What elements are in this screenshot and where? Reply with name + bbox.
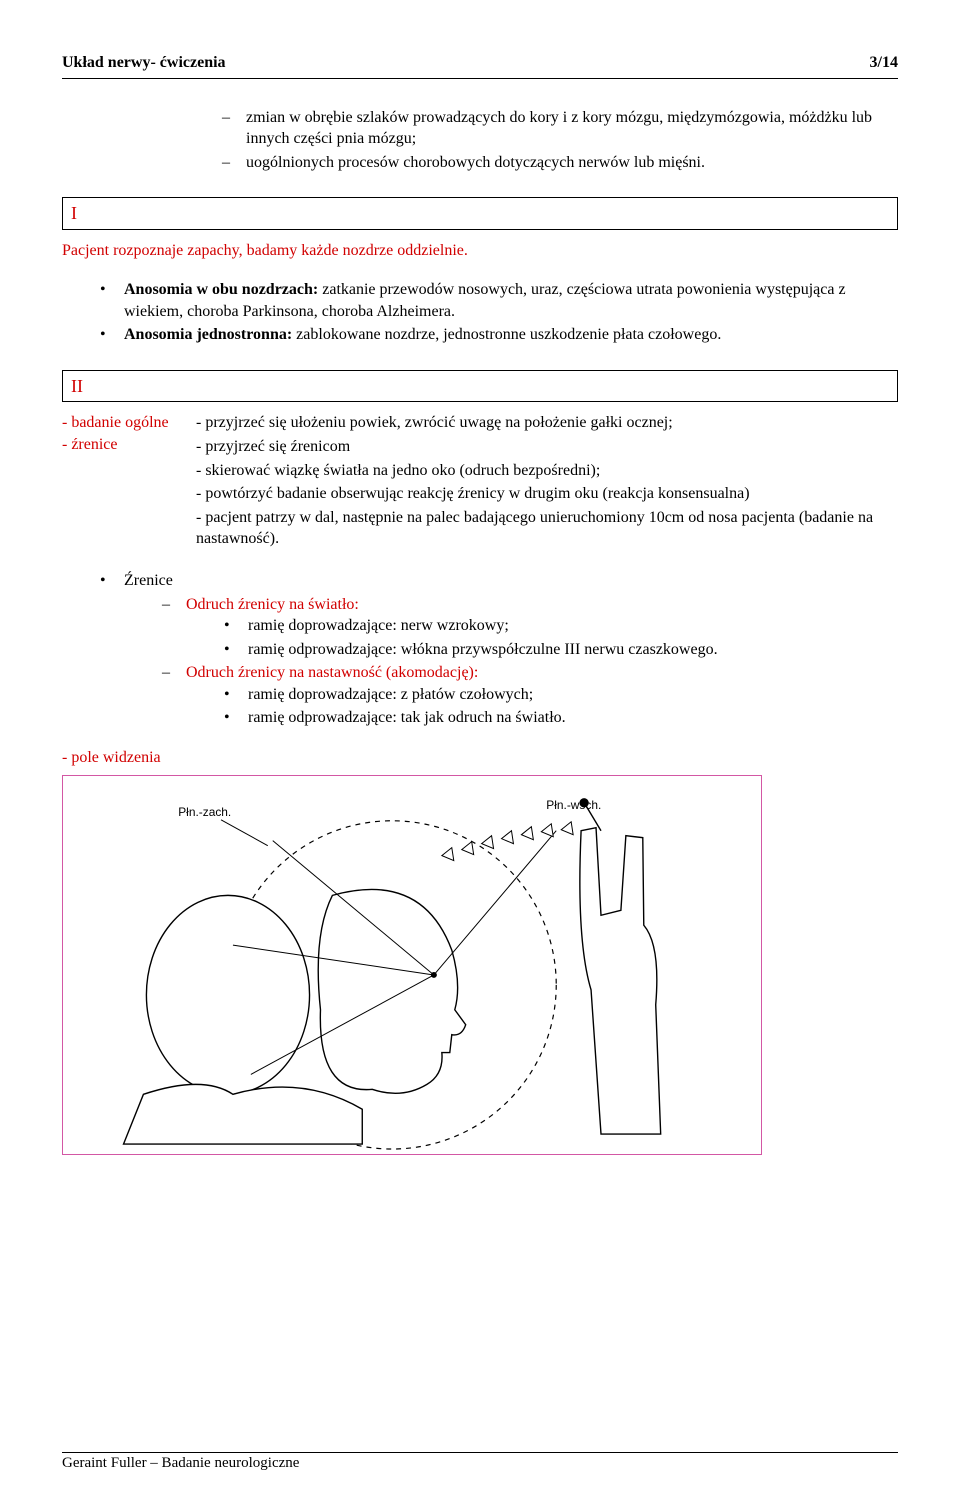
line: - przyjrzeć się źrenicom [196,436,898,458]
intro-block: zmian w obrębie szlaków prowadzących do … [222,107,888,174]
dash-head: Odruch źrenicy na światło: [186,596,359,613]
dot-item: ramię doprowadzające: z płatów czołowych… [224,684,898,706]
left-zrenice: - źrenice [62,434,190,456]
bullet-item: Anosomia w obu nozdrzach: zatkanie przew… [100,279,898,322]
line: - skierować wiązkę światła na jedno oko … [196,460,898,482]
dash-item: Odruch źrenicy na światło: ramię doprowa… [162,594,898,661]
header-title: Układ nerwy- ćwiczenia [62,52,226,74]
dot-sub: ramię doprowadzające: z płatów czołowych… [186,684,898,729]
intro-list: zmian w obrębie szlaków prowadzących do … [222,107,888,174]
dot-item: ramię doprowadzające: nerw wzrokowy; [224,615,898,637]
zrenice-item: Źrenice Odruch źrenicy na światło: ramię… [100,570,898,729]
bullet-bold: Anosomia w obu nozdrzach: [124,281,318,298]
zrenice-dash: Odruch źrenicy na światło: ramię doprowa… [124,594,898,730]
zrenice-outer: Źrenice Odruch źrenicy na światło: ramię… [62,570,898,729]
fig-label-right: Płn.-wsch. [546,797,601,811]
pole-widzenia: - pole widzenia [62,747,898,769]
left-labels: - badanie ogólne - źrenice [62,412,190,552]
figure-box: Płn.-zach. Płn.-wsch. [62,775,762,1155]
line: - przyjrzeć się ułożeniu powiek, zwrócić… [196,412,898,434]
fig-label-left: Płn.-zach. [178,804,231,818]
page-header: Układ nerwy- ćwiczenia 3/14 [62,52,898,74]
zrenice-title: Źrenice [124,572,173,589]
line: - pacjent patrzy w dal, następnie na pal… [196,507,898,550]
footer-rule [62,1452,898,1453]
bullet-bold: Anosomia jednostronna: [124,326,292,343]
section-II-label: II [71,376,83,396]
intro-item: zmian w obrębie szlaków prowadzących do … [222,107,888,150]
header-page: 3/14 [870,52,898,74]
dash-head: Odruch źrenicy na nastawność (akomodację… [186,664,478,681]
section-I-exam: Pacjent rozpoznaje zapachy, badamy każde… [62,240,898,262]
bullet-rest: zablokowane nozdrze, jednostronne uszkod… [292,326,721,343]
section-box-I: I [62,197,898,229]
page-footer: Geraint Fuller – Badanie neurologiczne [62,1448,898,1473]
dot-item: ramię odprowadzające: włókna przywspółcz… [224,639,898,661]
left-ogolne: - badanie ogólne [62,412,190,434]
dot-item: ramię odprowadzające: tak jak odruch na … [224,707,898,729]
right-lines: - przyjrzeć się ułożeniu powiek, zwrócić… [196,412,898,552]
footer-text: Geraint Fuller – Badanie neurologiczne [62,1455,299,1471]
bullet-item: Anosomia jednostronna: zablokowane nozdr… [100,324,898,346]
line: - powtórzyć badanie obserwując reakcję ź… [196,483,898,505]
section-I-label: I [71,203,77,223]
dash-item: Odruch źrenicy na nastawność (akomodację… [162,662,898,729]
header-rule [62,78,898,79]
section-box-II: II [62,370,898,402]
section-I-bullets: Anosomia w obu nozdrzach: zatkanie przew… [62,279,898,346]
section-II-twocol: - badanie ogólne - źrenice - przyjrzeć s… [62,412,898,552]
intro-item: uogólnionych procesów chorobowych dotycz… [222,152,888,174]
dot-sub: ramię doprowadzające: nerw wzrokowy; ram… [186,615,898,660]
